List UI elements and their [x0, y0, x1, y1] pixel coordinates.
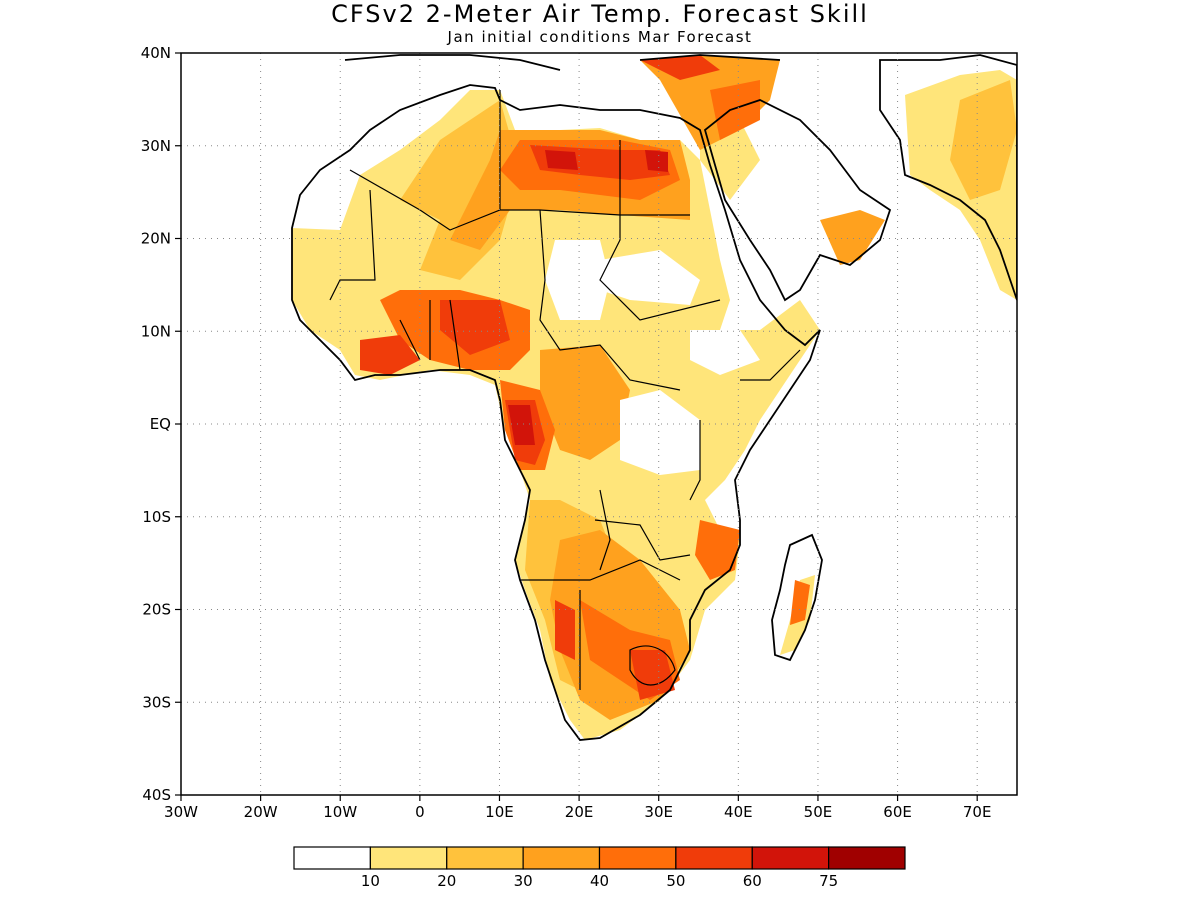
lat-tick-label: 40S: [142, 786, 171, 804]
colorbar-label: 60: [743, 872, 762, 890]
axis-ticks: [175, 52, 978, 801]
border: [689, 420, 701, 501]
lon-labels: 30W 20W 10W 0 10E 20E 30E 40E 50E 60E 70E: [164, 803, 991, 821]
skill-region-below-10: [620, 390, 700, 475]
border: [740, 349, 801, 381]
chart-title: CFSv2 2-Meter Air Temp. Forecast Skill: [331, 0, 869, 28]
chart-subtitle: Jan initial conditions Mar Forecast: [447, 28, 753, 46]
skill-region-50-60: [640, 55, 720, 80]
skill-region-below-10: [690, 330, 760, 375]
colorbar-swatch: [598, 846, 677, 870]
coastlines: [291, 54, 1017, 741]
lat-tick-label: EQ: [150, 415, 171, 433]
skill-region-50-60: [440, 300, 510, 355]
border: [599, 140, 721, 321]
lon-tick-label: 0: [415, 803, 425, 821]
colorbar-swatch: [446, 846, 524, 870]
skill-region-50-60: [360, 335, 420, 375]
anatolia-coastline: [639, 54, 781, 61]
skill-region-20-30: [950, 80, 1017, 200]
skill-region-60-75: [545, 150, 578, 170]
border: [594, 519, 691, 561]
skill-region-40-50: [710, 80, 760, 140]
border: [629, 645, 676, 686]
madagascar-coastline: [771, 533, 823, 662]
border: [520, 559, 681, 581]
skill-region-30-40: [820, 210, 885, 265]
skill-region-below-10: [600, 250, 700, 305]
lon-tick-label: 30W: [164, 803, 198, 821]
skill-region-60-75: [508, 405, 535, 445]
skill-region-50-60: [555, 600, 575, 660]
colorbar-label: 30: [514, 872, 533, 890]
colorbar-swatch: [522, 846, 601, 870]
colorbar-swatch: [675, 846, 753, 870]
border: [329, 189, 376, 301]
skill-region-below-10: [545, 240, 610, 320]
europe-coastline: [344, 54, 561, 71]
skill-region-60-75: [645, 150, 668, 172]
lon-tick-label: 10W: [323, 803, 357, 821]
colorbar-swatch: [751, 846, 830, 870]
border: [399, 299, 461, 371]
africa-coastline: [291, 84, 821, 741]
skill-region-50-60: [630, 650, 675, 700]
colorbar-label: 40: [590, 872, 609, 890]
lon-tick-label: 20W: [244, 803, 278, 821]
asia-coastline: [879, 54, 1017, 301]
lon-tick-label: 10E: [485, 803, 514, 821]
lon-tick-label: 30E: [644, 803, 673, 821]
lon-tick-label: 20E: [565, 803, 594, 821]
skill-region-30-40: [540, 345, 630, 460]
lat-tick-label: 10S: [142, 508, 171, 526]
lat-tick-label: 20N: [141, 230, 171, 248]
lat-tick-label: 30N: [141, 137, 171, 155]
skill-region-30-40: [640, 55, 780, 150]
lon-tick-label: 40E: [724, 803, 753, 821]
lat-tick-label: 20S: [142, 601, 171, 619]
colorbar-label: 50: [666, 872, 685, 890]
lat-tick-label: 10N: [141, 322, 171, 340]
colorbar-swatch: [293, 846, 371, 870]
colorbar: 10 20 30 40 50 60 75: [293, 846, 906, 890]
lat-tick-label: 40N: [141, 44, 171, 62]
border: [599, 489, 611, 571]
lon-tick-label: 50E: [804, 803, 833, 821]
colorbar-label: 20: [437, 872, 456, 890]
skill-region-40-50: [695, 520, 740, 580]
lon-tick-label: 60E: [883, 803, 912, 821]
colorbar-swatch: [828, 846, 906, 870]
lat-tick-label: 30S: [142, 693, 171, 711]
colorbar-swatch: [369, 846, 448, 870]
lat-labels: 40N 30N 20N 10N EQ 10S 20S 30S 40S: [141, 44, 171, 804]
colorbar-label: 10: [361, 872, 380, 890]
border: [539, 209, 681, 391]
colorbar-label: 75: [819, 872, 838, 890]
skill-region-40-50: [790, 580, 810, 625]
lon-tick-label: 70E: [963, 803, 992, 821]
arabian-peninsula-coastline: [703, 99, 892, 302]
